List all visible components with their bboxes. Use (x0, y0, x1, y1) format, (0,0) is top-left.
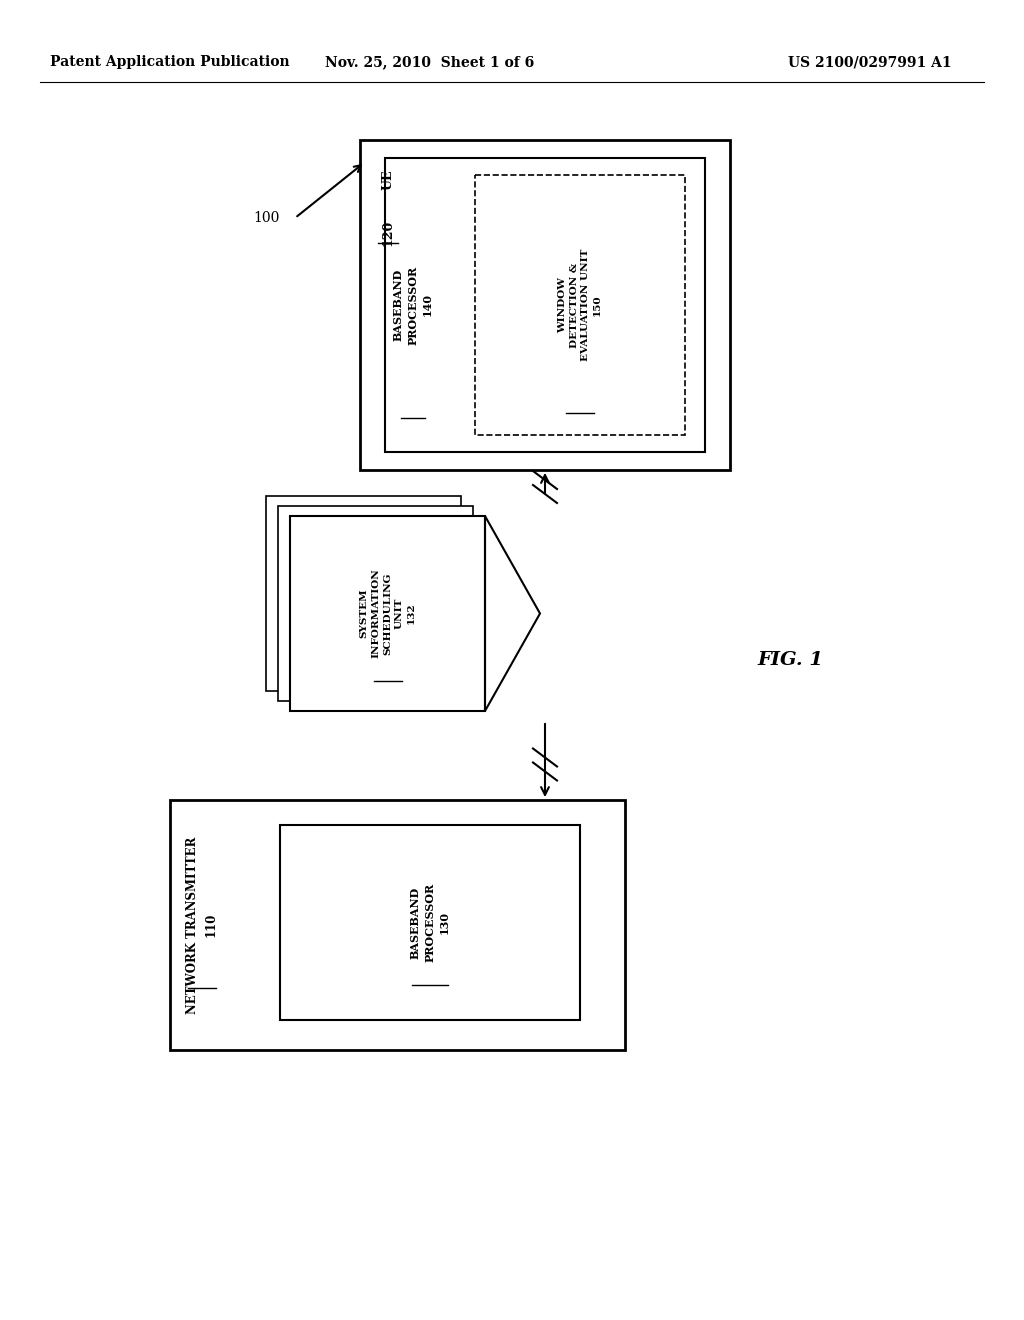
Text: Patent Application Publication: Patent Application Publication (50, 55, 290, 69)
Bar (290, 516, 485, 711)
Text: WINDOW
DETECTION &
EVALUATION UNIT
150: WINDOW DETECTION & EVALUATION UNIT 150 (558, 248, 602, 362)
Bar (170, 800, 625, 1049)
Text: 100: 100 (254, 211, 280, 224)
Text: 120: 120 (382, 220, 394, 247)
Bar (385, 158, 705, 451)
Text: BASEBAND
PROCESSOR
140: BASEBAND PROCESSOR 140 (393, 265, 433, 345)
Text: Nov. 25, 2010  Sheet 1 of 6: Nov. 25, 2010 Sheet 1 of 6 (326, 55, 535, 69)
Text: US 2100/0297991 A1: US 2100/0297991 A1 (788, 55, 952, 69)
Bar (475, 176, 685, 436)
Text: BASEBAND
PROCESSOR
130: BASEBAND PROCESSOR 130 (410, 883, 451, 962)
Text: NETWORK TRANSMITTER
110: NETWORK TRANSMITTER 110 (186, 837, 217, 1014)
Text: SYSTEM
INFORMATION
SCHEDULING
UNIT
132: SYSTEM INFORMATION SCHEDULING UNIT 132 (359, 569, 416, 659)
Text: FIG. 1: FIG. 1 (757, 651, 823, 669)
Bar (278, 506, 473, 701)
Bar (280, 825, 580, 1020)
Bar (360, 140, 730, 470)
Bar (266, 496, 461, 690)
Text: UE: UE (382, 170, 394, 190)
